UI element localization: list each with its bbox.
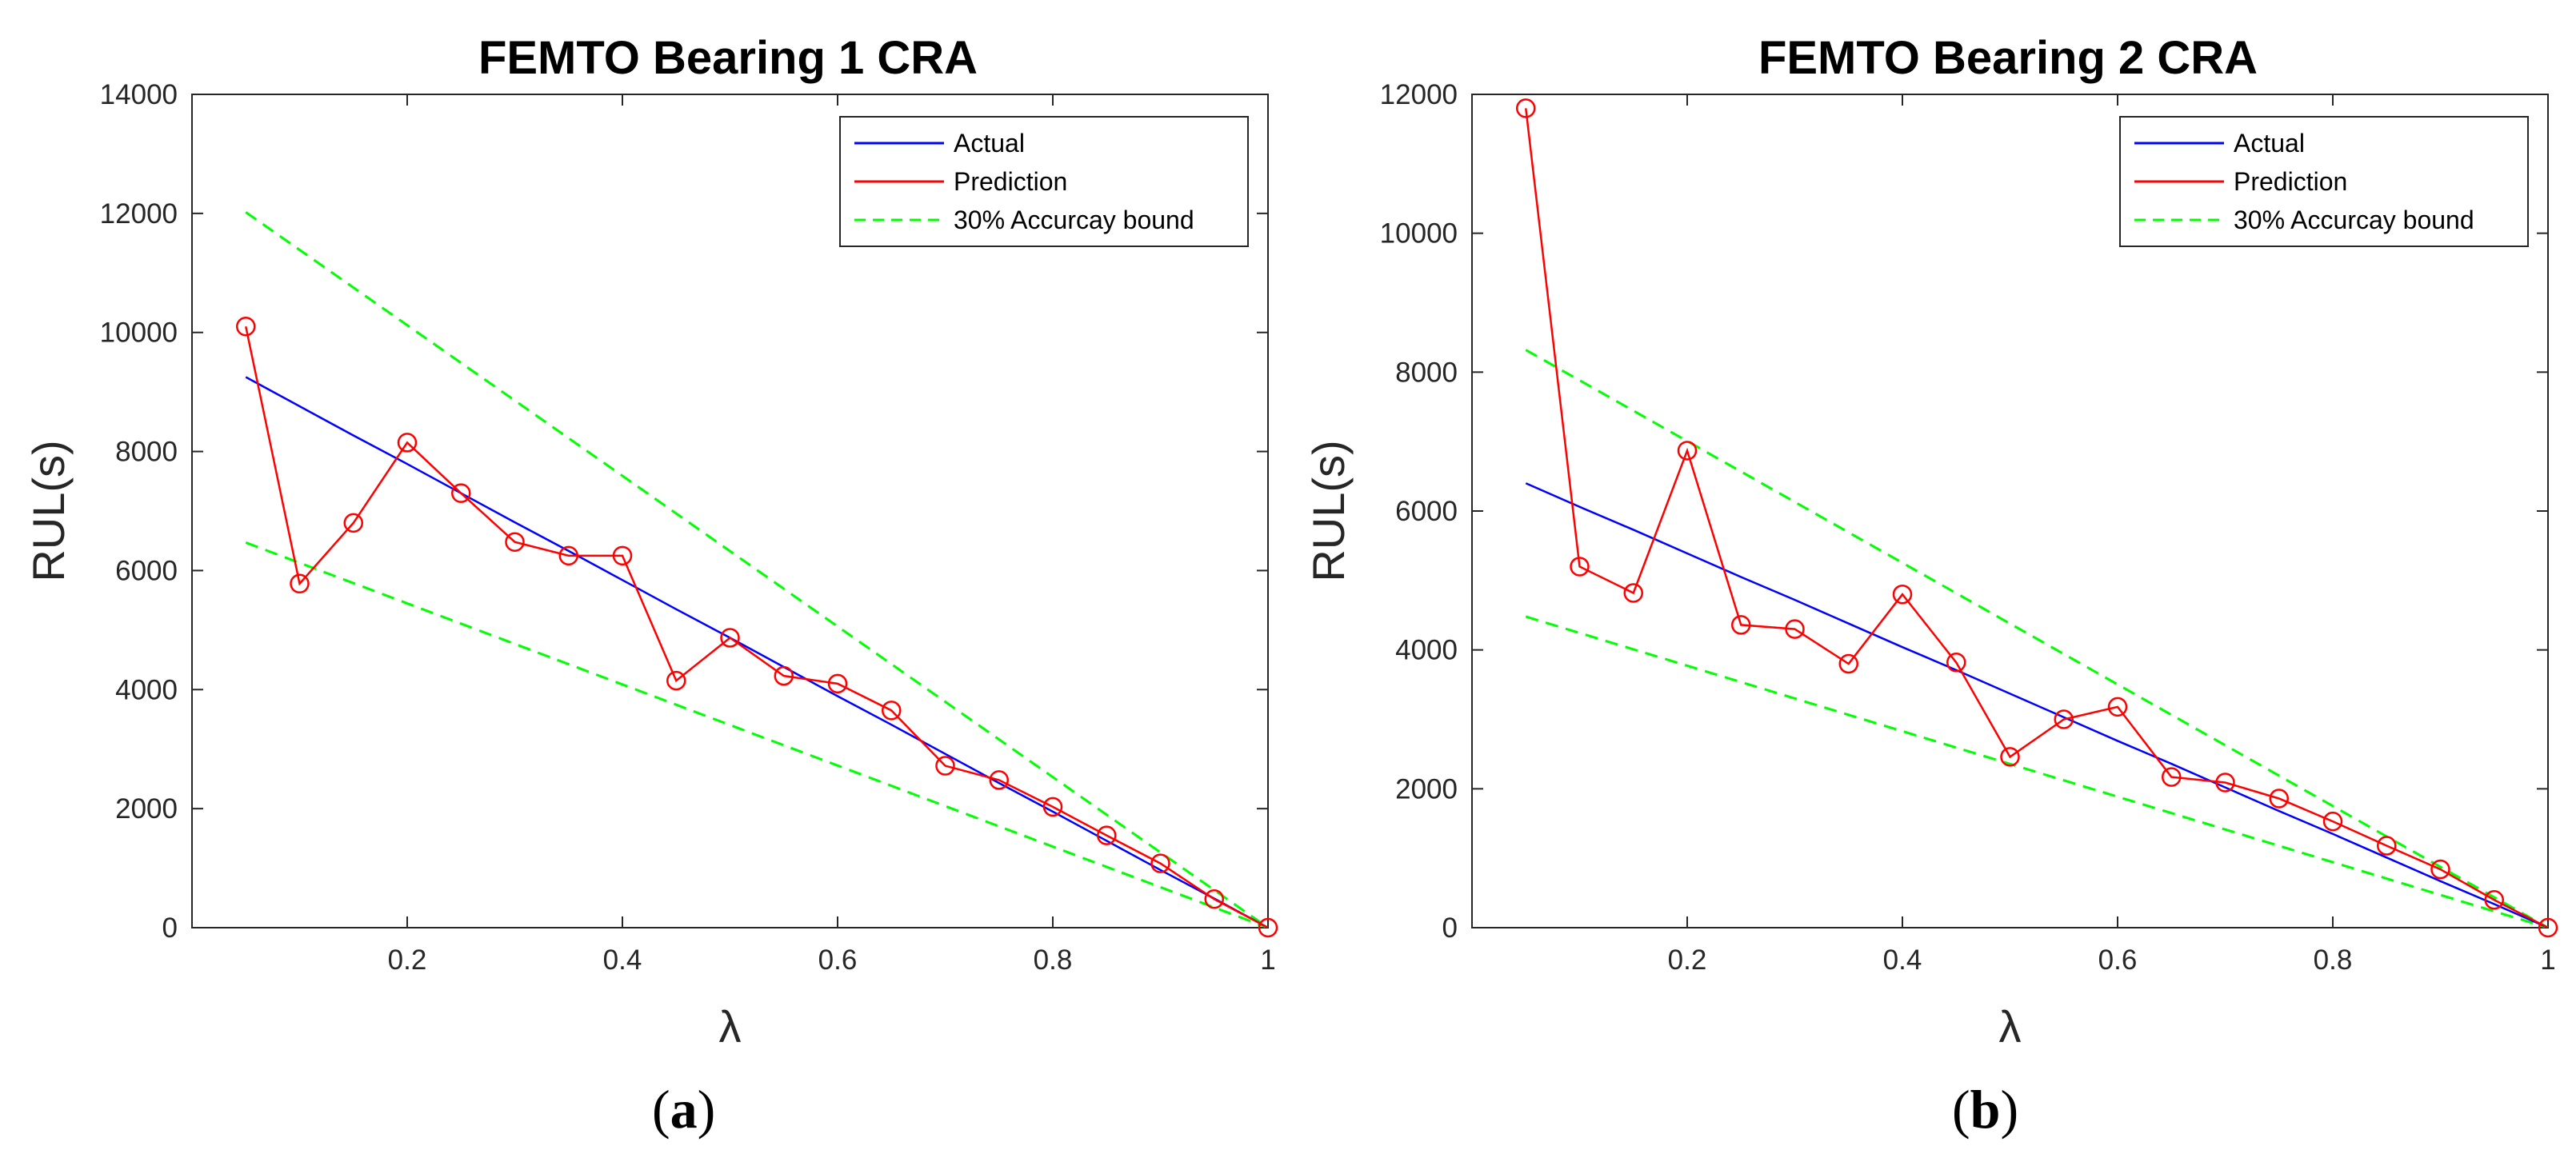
legend: Actual Prediction 30% Accurcay bound [2119, 116, 2529, 247]
prediction-point [451, 483, 471, 503]
x-tick-label: 0.4 [603, 944, 642, 976]
prediction-point [505, 532, 525, 552]
prediction-point [666, 670, 686, 691]
prediction-point [612, 545, 633, 566]
y-tick-label: 4000 [115, 674, 178, 705]
y-axis-label: RUL(s) [23, 440, 74, 581]
prediction-point [1731, 615, 1751, 635]
prediction-point [1785, 619, 1805, 639]
prediction-point [1623, 583, 1643, 603]
panel-paren-close: ) [2000, 1079, 2018, 1140]
prediction-point [236, 317, 256, 337]
prediction-line [1525, 108, 2548, 928]
prediction-point [2430, 859, 2450, 880]
x-tick-label: 0.6 [818, 944, 858, 976]
prediction-point [343, 513, 363, 533]
prediction-point [2377, 836, 2397, 856]
prediction-point [827, 673, 848, 694]
prediction-point [989, 770, 1009, 790]
y-axis-label: RUL(s) [1303, 440, 1354, 581]
prediction-point [935, 756, 955, 776]
prediction-point [2162, 767, 2182, 787]
chart-title: FEMTO Bearing 1 CRA [478, 32, 978, 84]
lower-bound-line [1525, 615, 2548, 928]
x-tick-label: 1 [2540, 944, 2555, 976]
x-tick-label: 0.8 [2314, 944, 2353, 976]
lower-bound-line [245, 541, 1268, 928]
x-tick-label: 0.6 [2098, 944, 2138, 976]
prediction-point [1258, 917, 1278, 938]
panel-label: (b) [1952, 1079, 2018, 1140]
prediction-point [2484, 890, 2504, 910]
prediction-point [1677, 441, 1698, 461]
y-tick-label: 6000 [115, 555, 178, 586]
y-tick-label: 10000 [100, 317, 178, 349]
panel-paren-open: ( [1952, 1079, 1970, 1140]
y-tick-label: 8000 [115, 437, 178, 468]
y-tick-label: 12000 [100, 198, 178, 230]
prediction-point [2215, 773, 2235, 793]
x-tick-label: 0.2 [388, 944, 427, 976]
legend-bound-label: 30% Accurcay bound [954, 206, 1194, 234]
prediction-point [1892, 584, 1913, 605]
prediction-line [245, 326, 1268, 928]
y-tick-label: 6000 [1395, 496, 1458, 527]
prediction-point [1516, 98, 1536, 118]
prediction-point [1097, 825, 1117, 845]
prediction-point [2269, 789, 2289, 809]
legend-prediction-label: Prediction [2234, 167, 2347, 196]
prediction-point [2107, 697, 2128, 717]
prediction-point [290, 573, 310, 594]
prediction-point [2538, 917, 2558, 938]
y-tick-label: 4000 [1395, 635, 1458, 666]
x-tick-label: 0.2 [1668, 944, 1707, 976]
y-tick-label: 0 [1442, 912, 1458, 944]
legend-actual-label: Actual [954, 129, 1025, 158]
x-tick-label: 0.4 [1883, 944, 1922, 976]
panel-paren-close: ) [698, 1079, 716, 1140]
x-tick-label: 0.8 [1034, 944, 1073, 976]
panel-letter: b [1970, 1079, 2001, 1140]
y-tick-label: 2000 [115, 793, 178, 825]
x-axis-label: λ [1999, 1001, 2022, 1052]
prediction-point [882, 701, 902, 721]
y-tick-label: 8000 [1395, 357, 1458, 388]
prediction-point [1204, 889, 1224, 909]
panel-paren-open: ( [652, 1079, 670, 1140]
prediction-point [1150, 853, 1170, 873]
y-tick-label: 2000 [1395, 773, 1458, 805]
legend-bound-label: 30% Accurcay bound [2234, 206, 2474, 234]
prediction-point [720, 628, 740, 648]
prediction-point [1570, 557, 1590, 577]
chart-b: 0 2000 4000 6000 8000 10000 12000 0.2 0.4 0.6 0.8 1… [1303, 32, 2558, 1140]
panel-letter: a [670, 1079, 698, 1140]
data-layer [1525, 108, 2548, 928]
legend-prediction-label: Prediction [954, 167, 1067, 196]
prediction-point [2000, 747, 2020, 767]
prediction-point [397, 433, 418, 453]
x-axis-label: λ [719, 1001, 742, 1052]
x-tick-label: 1 [1260, 944, 1275, 976]
prediction-point [1042, 797, 1063, 817]
actual-line [1525, 482, 2548, 928]
prediction-point [774, 665, 794, 686]
y-tick-label: 10000 [1380, 218, 1458, 250]
legend-actual-label: Actual [2234, 129, 2305, 158]
y-tick-label: 12000 [1380, 79, 1458, 110]
prediction-point [558, 545, 578, 566]
prediction-point [2054, 709, 2074, 729]
upper-bound-line [1525, 349, 2548, 928]
y-tick-label: 0 [162, 912, 178, 944]
panel-label: (a) [652, 1079, 715, 1140]
y-tick-label: 14000 [100, 79, 178, 110]
prediction-point [1946, 653, 1966, 673]
prediction-point [2322, 811, 2343, 832]
prediction-point [1838, 653, 1858, 674]
legend: Actual Prediction 30% Accurcay bound [839, 116, 1249, 247]
chart-a: 0 2000 4000 6000 8000 10000 12000 14000 0.2 0.4 0.… [23, 32, 1278, 1140]
chart-title: FEMTO Bearing 2 CRA [1758, 32, 2258, 84]
